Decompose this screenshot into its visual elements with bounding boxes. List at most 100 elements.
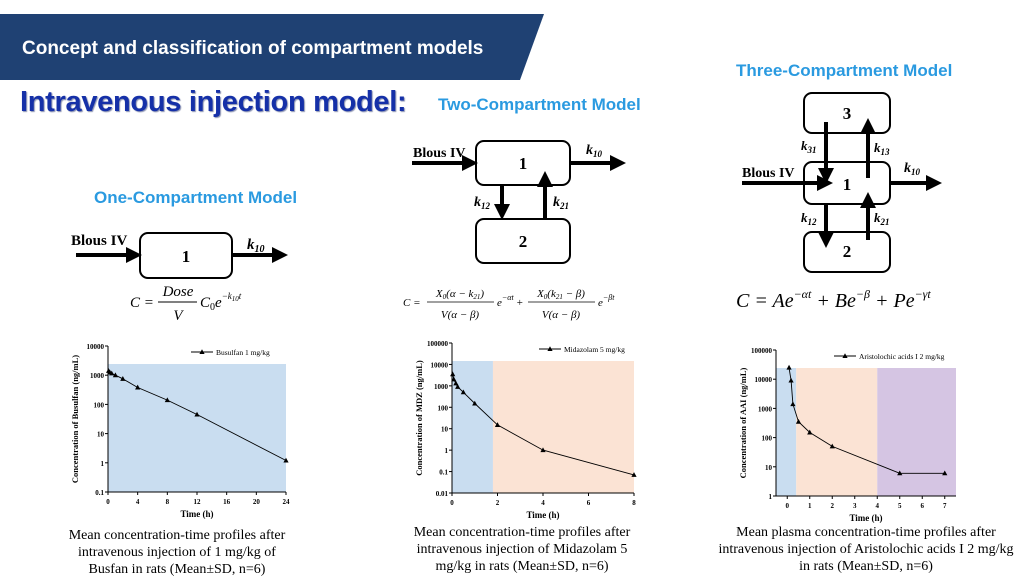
x-tick-label: 0 — [786, 502, 790, 510]
compartment-3-label: 3 — [843, 104, 852, 123]
y-tick-label: 10 — [765, 464, 773, 472]
y-axis-label: Concentration of Busulfan (ng/mL) — [70, 355, 80, 483]
phase-region — [492, 361, 634, 493]
main-title: Intravenous injection model: — [20, 86, 407, 118]
data-point — [790, 401, 796, 407]
compartment-1-label: 1 — [519, 154, 528, 173]
two-compartment-title: Two-Compartment Model — [438, 95, 641, 114]
x-tick-label: 8 — [166, 498, 170, 506]
blous-iv-label: Blous IV — [71, 233, 127, 249]
header-banner — [0, 14, 544, 80]
svg-text:C =: C = — [130, 295, 154, 311]
data-point — [494, 422, 501, 427]
svg-text:V(α − β): V(α − β) — [542, 309, 581, 321]
legend-label: Aristolochic acids I 2 mg/kg — [859, 352, 945, 361]
compartment-1-label: 1 — [843, 175, 852, 194]
data-point — [540, 447, 546, 453]
y-tick-label: 1 — [769, 493, 773, 501]
one-compartment-diagram: 1 Blous IV k10 — [71, 232, 288, 279]
x-tick-label: 7 — [943, 502, 947, 510]
data-point — [120, 376, 126, 381]
three-compartment-title: Three-Compartment Model — [736, 61, 953, 80]
data-point — [795, 418, 802, 424]
x-axis-label: Time (h) — [180, 509, 213, 519]
data-point — [788, 377, 794, 383]
data-point — [807, 429, 813, 435]
data-point — [786, 364, 792, 370]
three-compartment-caption: Mean plasma concentration-time profiles … — [718, 525, 1014, 574]
x-tick-label: 5 — [898, 502, 902, 510]
phase-region — [776, 368, 797, 496]
phase-region — [452, 361, 493, 493]
compartment-2-label: 2 — [519, 232, 528, 251]
data-point — [455, 384, 461, 389]
x-tick-label: 2 — [831, 502, 835, 510]
svg-text:X0(α − k21): X0(α − k21) — [435, 288, 484, 301]
x-tick-label: 12 — [194, 498, 202, 506]
data-point — [112, 372, 119, 378]
x-tick-label: 0 — [106, 498, 110, 506]
data-point — [942, 470, 948, 476]
legend-marker — [842, 353, 848, 358]
y-tick-label: 10000 — [431, 361, 449, 369]
data-point — [631, 472, 637, 477]
x-tick-label: 0 — [450, 499, 454, 507]
x-tick-label: 1 — [808, 502, 812, 510]
data-point — [453, 380, 459, 386]
phase-region — [796, 368, 878, 496]
three-compartment-diagram: 3 1 2 Blous IV k10 k31 k13 k12 k21 — [742, 92, 942, 273]
x-tick-label: 3 — [853, 502, 857, 510]
svg-text:C =: C = — [403, 297, 421, 309]
svg-text:C = Ae−αt + Be−β + Pe−γt: C = Ae−αt + Be−β + Pe−γt — [736, 287, 931, 312]
y-axis-label: Concentration of AAI (ng/mL) — [738, 367, 748, 478]
two-compartment-equation: C = X0(α − k21) V(α − β) e−αt + X0(k21 −… — [403, 288, 615, 321]
y-tick-label: 1 — [445, 447, 449, 455]
phase-region — [877, 368, 956, 496]
x-tick-label: 24 — [283, 498, 291, 506]
legend-marker — [199, 349, 205, 354]
one-compartment-caption: Mean concentration-time profiles after i… — [68, 528, 286, 577]
y-tick-label: 1000 — [758, 405, 773, 413]
phase-region — [108, 364, 286, 492]
y-tick-label: 1000 — [90, 372, 105, 380]
y-axis-label: Concentration of MDZ (ng/mL) — [414, 360, 424, 476]
chart-1: 0.1 1 10 100 1000 10000 0 4 8 12 16 20 24 Time (h) Con… — [70, 343, 290, 519]
x-axis-label: Time (h) — [526, 510, 559, 520]
x-tick-label: 4 — [136, 498, 140, 506]
one-compartment-title: One-Compartment Model — [94, 188, 298, 207]
y-tick-label: 100 — [438, 404, 449, 412]
three-compartment-equation: C = Ae−αt + Be−β + Pe−γt — [736, 287, 931, 312]
data-point — [897, 470, 903, 476]
y-tick-label: 0.1 — [95, 489, 104, 497]
two-compartment-caption: Mean concentration-time profiles after i… — [413, 525, 631, 574]
y-tick-label: 10 — [97, 431, 105, 439]
y-tick-label: 100 — [94, 401, 105, 409]
x-tick-label: 4 — [541, 499, 545, 507]
svg-text:+: + — [516, 297, 523, 309]
data-point — [109, 370, 115, 376]
blous-iv-label: Blous IV — [742, 166, 795, 181]
data-point — [451, 376, 457, 382]
x-tick-label: 2 — [496, 499, 500, 507]
x-tick-label: 6 — [921, 502, 925, 510]
y-tick-label: 100000 — [427, 340, 449, 348]
data-point — [472, 400, 478, 406]
compartment-2-box — [475, 218, 571, 264]
data-point — [283, 457, 289, 463]
two-compartment-diagram: 1 2 Blous IV k10 k12 k21 — [412, 140, 626, 264]
svg-text:V: V — [173, 308, 184, 324]
y-tick-label: 1000 — [434, 383, 449, 391]
y-tick-label: 10 — [441, 426, 449, 434]
y-tick-label: 10000 — [87, 343, 105, 351]
y-tick-label: 10000 — [755, 376, 773, 384]
x-tick-label: 8 — [632, 499, 636, 507]
compartment-1-label: 1 — [182, 247, 191, 266]
data-point — [829, 443, 835, 449]
y-tick-label: 100 — [762, 435, 773, 443]
y-tick-label: 0.01 — [436, 490, 449, 498]
legend-label: Busulfan 1 mg/kg — [216, 348, 270, 357]
svg-text:X0(k21 − β): X0(k21 − β) — [536, 288, 585, 301]
chart-3: 1 10 100 1000 10000 100000 0 1 2 3 4 5 6 7 Time (h) Con… — [738, 347, 956, 523]
